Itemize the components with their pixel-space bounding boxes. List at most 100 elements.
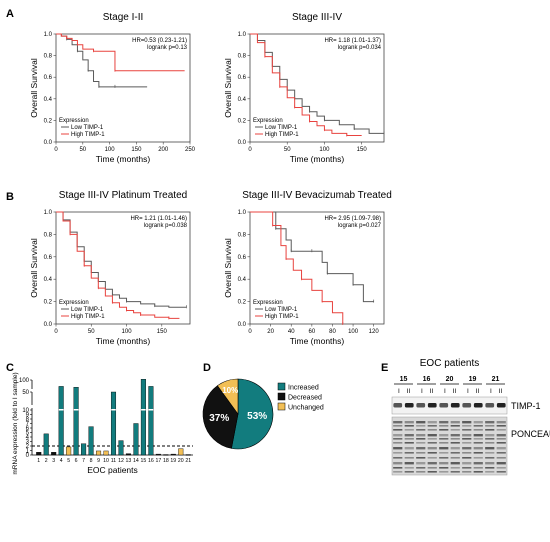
ponceau-band: [427, 434, 437, 437]
km-curve-low: [250, 33, 384, 134]
hazard-ratio: HR= 2.95 (1.09-7.98): [324, 216, 381, 222]
y-tick-label: 0.4: [238, 277, 247, 283]
x-tick-label: 150: [357, 147, 368, 153]
timp1-band: [473, 403, 483, 408]
km-plot-stage-iii-iv: Stage III-IV 0.0 0.2 0.4 0.6 0.8 1.0 0 50 100 150 T…: [223, 12, 385, 164]
lane-label: I: [467, 388, 469, 395]
ponceau-band: [485, 421, 495, 424]
hazard-ratio: HR= 1.21 (1.01-1.46): [130, 216, 187, 222]
ponceau-band: [473, 434, 483, 437]
category-label: 2: [45, 458, 48, 464]
km-title: Stage I-II: [103, 12, 144, 23]
y-tick-label: 0.0: [44, 140, 53, 146]
y-tick-label: 0.8: [44, 54, 53, 60]
y-axis-label: Overall Survival: [29, 58, 39, 118]
timp1-band: [439, 403, 449, 408]
bar: [96, 450, 102, 456]
ponceau-band: [439, 457, 449, 459]
lane-label: I: [398, 388, 400, 395]
y-tick-label: 0.8: [44, 232, 53, 238]
panel-label-d: D: [203, 362, 211, 374]
legend-high: High TIMP-1: [265, 132, 299, 138]
pie-value-label: 10%: [222, 386, 238, 395]
y-tick-label: 100: [19, 378, 30, 384]
bar: [66, 446, 72, 456]
ponceau-band: [473, 467, 483, 469]
bar: [81, 443, 87, 456]
y-tick-label: 1.0: [238, 210, 247, 216]
ponceau-band: [473, 457, 483, 459]
ponceau-band: [416, 429, 426, 431]
ponceau-band: [473, 421, 483, 424]
band-label-timp1: TIMP-1: [511, 401, 541, 411]
band-label-ponceau: PONCEAU: [511, 429, 550, 439]
ponceau-band: [450, 425, 460, 427]
ponceau-band: [496, 467, 506, 469]
x-tick-label: 0: [248, 329, 252, 335]
y-tick-label: 6: [26, 426, 30, 432]
ponceau-band: [416, 442, 426, 444]
ponceau-band: [450, 434, 460, 437]
hazard-ratio: HR= 1.18 (1.01-1.37): [324, 38, 381, 44]
legend-title: Expression: [253, 118, 283, 124]
km-plot-frame: [249, 211, 385, 325]
pie-legend-label: Decreased: [288, 395, 322, 402]
y-tick-label: 0.2: [238, 118, 247, 124]
ponceau-band: [450, 457, 460, 459]
patient-label: 20: [446, 376, 454, 383]
ponceau-band: [462, 421, 472, 424]
x-tick-label: 250: [185, 147, 196, 153]
bar: [170, 453, 176, 456]
ponceau-band: [462, 442, 472, 444]
category-label: 1: [37, 458, 40, 464]
patient-label: 19: [469, 376, 477, 383]
ponceau-band: [485, 467, 495, 469]
ponceau-band: [473, 462, 483, 465]
ponceau-band: [416, 471, 426, 473]
timp1-band: [404, 403, 414, 408]
ponceau-band: [439, 434, 449, 437]
bar: [163, 454, 169, 456]
ponceau-band: [439, 467, 449, 469]
ponceau-band: [485, 447, 495, 450]
category-label: 10: [103, 458, 109, 464]
pie-legend-label: Unchanged: [288, 405, 324, 412]
pie-chart-expression: 53% 37% 10% Increased Decreased Unchanged: [202, 378, 324, 450]
category-label: 6: [75, 458, 78, 464]
logrank-p: logrank p=0.13: [147, 45, 188, 51]
ponceau-band: [393, 462, 403, 465]
x-tick-label: 150: [131, 147, 142, 153]
ponceau-band: [496, 434, 506, 437]
ponceau-band: [439, 429, 449, 431]
y-tick-label: 10: [22, 408, 29, 414]
panel-label-c: C: [6, 362, 14, 374]
ponceau-band: [462, 425, 472, 427]
bar: [51, 452, 57, 456]
ponceau-band: [427, 429, 437, 431]
category-label: 14: [133, 458, 139, 464]
ponceau-band: [485, 429, 495, 431]
ponceau-band: [485, 457, 495, 459]
bar: [73, 387, 79, 456]
x-tick-label: 50: [284, 147, 291, 153]
bar-break-gap: [58, 409, 64, 411]
ponceau-band: [404, 442, 414, 444]
ponceau-band: [450, 471, 460, 473]
category-label: 5: [67, 458, 70, 464]
ponceau-band: [404, 425, 414, 427]
y-axis-label: mRNA expression (fold to I sample): [12, 372, 19, 474]
bar: [133, 423, 139, 456]
ponceau-band: [439, 452, 449, 454]
ponceau-band: [485, 442, 495, 444]
x-tick-label: 40: [288, 329, 295, 335]
patient-label: 16: [423, 376, 431, 383]
km-title: Stage III-IV Platinum Treated: [59, 190, 187, 201]
timp1-band: [485, 403, 495, 408]
y-tick-label: 0.0: [238, 322, 247, 328]
ponceau-band: [485, 425, 495, 427]
y-tick-label: 0.6: [44, 75, 53, 81]
x-tick-label: 100: [348, 329, 359, 335]
lane-label: I: [490, 388, 492, 395]
y-tick-label: 3: [26, 440, 30, 446]
